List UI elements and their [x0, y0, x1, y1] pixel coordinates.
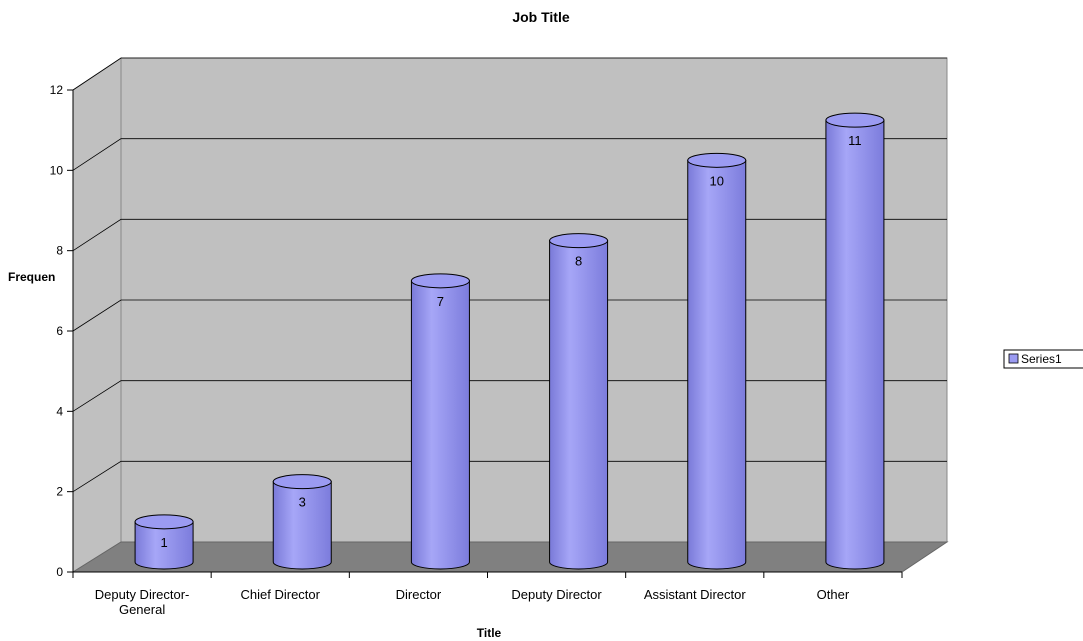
x-tick-label: Director [396, 587, 442, 602]
y-tick-label: 2 [56, 485, 63, 499]
bar [550, 234, 608, 569]
chart-title: Job Title [512, 9, 570, 25]
data-label: 3 [299, 495, 306, 510]
bar-body [550, 241, 608, 569]
bar-top [826, 113, 884, 127]
bar-body [826, 120, 884, 569]
x-tick-label: Chief Director [241, 587, 321, 602]
bar [273, 475, 331, 569]
data-label: 11 [848, 133, 862, 148]
y-axis-title: Frequen [8, 270, 55, 284]
y-tick-label: 6 [56, 324, 63, 338]
bar-top [135, 515, 193, 529]
legend-label: Series1 [1021, 352, 1062, 366]
y-tick-label: 10 [50, 163, 64, 177]
x-tick-label: Deputy Director-General [95, 587, 190, 617]
bar-top [688, 153, 746, 167]
data-label: 7 [437, 294, 444, 309]
x-tick-label: Other [817, 587, 850, 602]
data-label: 8 [575, 254, 582, 269]
data-label: 10 [710, 173, 724, 188]
bar-body [411, 281, 469, 569]
side-wall [73, 58, 121, 572]
y-tick-label: 8 [56, 244, 63, 258]
y-tick-label: 0 [56, 565, 63, 579]
y-tick-label: 4 [56, 404, 63, 418]
y-tick-label: 12 [50, 83, 64, 97]
bar-top [273, 475, 331, 489]
plot-area: 0 2 4 6 8 10 12 Deputy Director-General Chief Di… [50, 58, 947, 617]
x-axis-title: Title [477, 626, 502, 640]
x-tick-label: Assistant Director [644, 587, 747, 602]
bar-top [550, 234, 608, 248]
bar-top [411, 274, 469, 288]
x-tick-label: Deputy Director [511, 587, 602, 602]
data-label: 1 [160, 535, 167, 550]
bar [411, 274, 469, 569]
legend: Series1 [1004, 350, 1083, 368]
bar [826, 113, 884, 569]
bar [688, 153, 746, 569]
bar-body [688, 160, 746, 569]
floor [73, 542, 947, 572]
legend-swatch [1009, 354, 1018, 363]
